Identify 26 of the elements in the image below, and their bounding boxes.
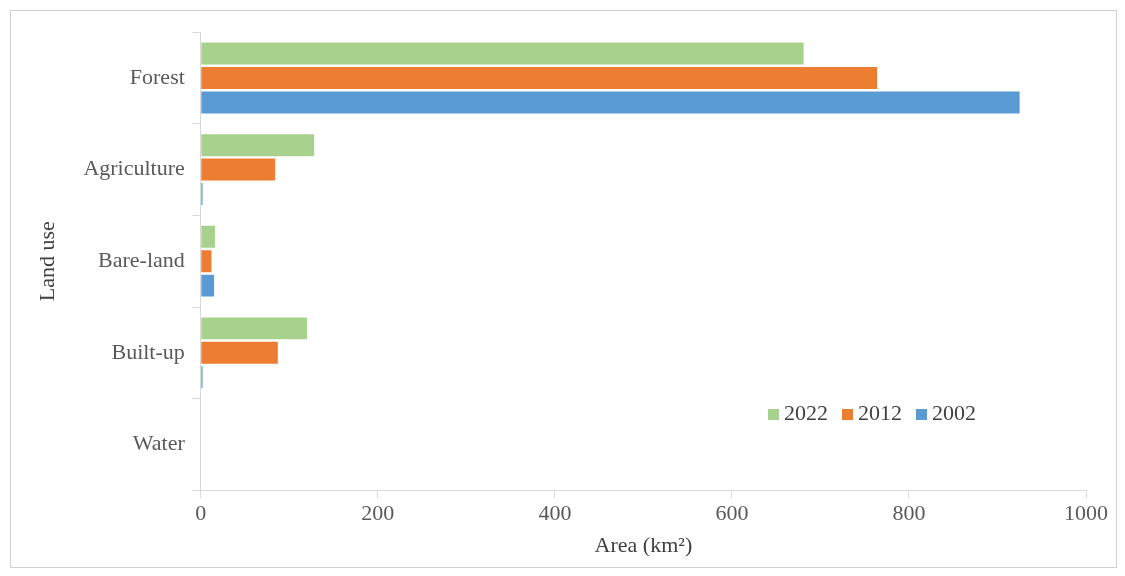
y-tick-label: Bare-land bbox=[98, 246, 185, 272]
legend-label: 2002 bbox=[931, 400, 976, 427]
legend-label: 2012 bbox=[857, 400, 902, 427]
y-tick-label: Agriculture bbox=[83, 155, 185, 181]
y-axis-title: Land use bbox=[33, 221, 59, 302]
bar bbox=[201, 42, 804, 65]
bar bbox=[201, 250, 212, 273]
x-tick-label: 600 bbox=[715, 500, 749, 526]
y-tick-label: Forest bbox=[129, 63, 185, 89]
bar bbox=[201, 274, 215, 297]
bar bbox=[201, 225, 215, 248]
bar bbox=[201, 317, 308, 340]
x-tick-label: 1000 bbox=[1064, 500, 1108, 526]
y-tick-label: Built-up bbox=[111, 338, 185, 364]
bar bbox=[201, 134, 315, 157]
x-tick-label: 200 bbox=[361, 500, 395, 526]
x-axis-title: Area (km²) bbox=[594, 531, 693, 557]
y-tick-label: Water bbox=[132, 430, 186, 456]
x-tick-label: 0 bbox=[195, 500, 207, 526]
bar bbox=[201, 91, 1020, 114]
bar bbox=[201, 158, 276, 181]
bar bbox=[201, 67, 878, 89]
legend-label: 2022 bbox=[783, 400, 828, 427]
x-tick-label: 800 bbox=[892, 500, 926, 526]
x-tick-label: 400 bbox=[538, 500, 572, 526]
bar bbox=[201, 341, 278, 364]
